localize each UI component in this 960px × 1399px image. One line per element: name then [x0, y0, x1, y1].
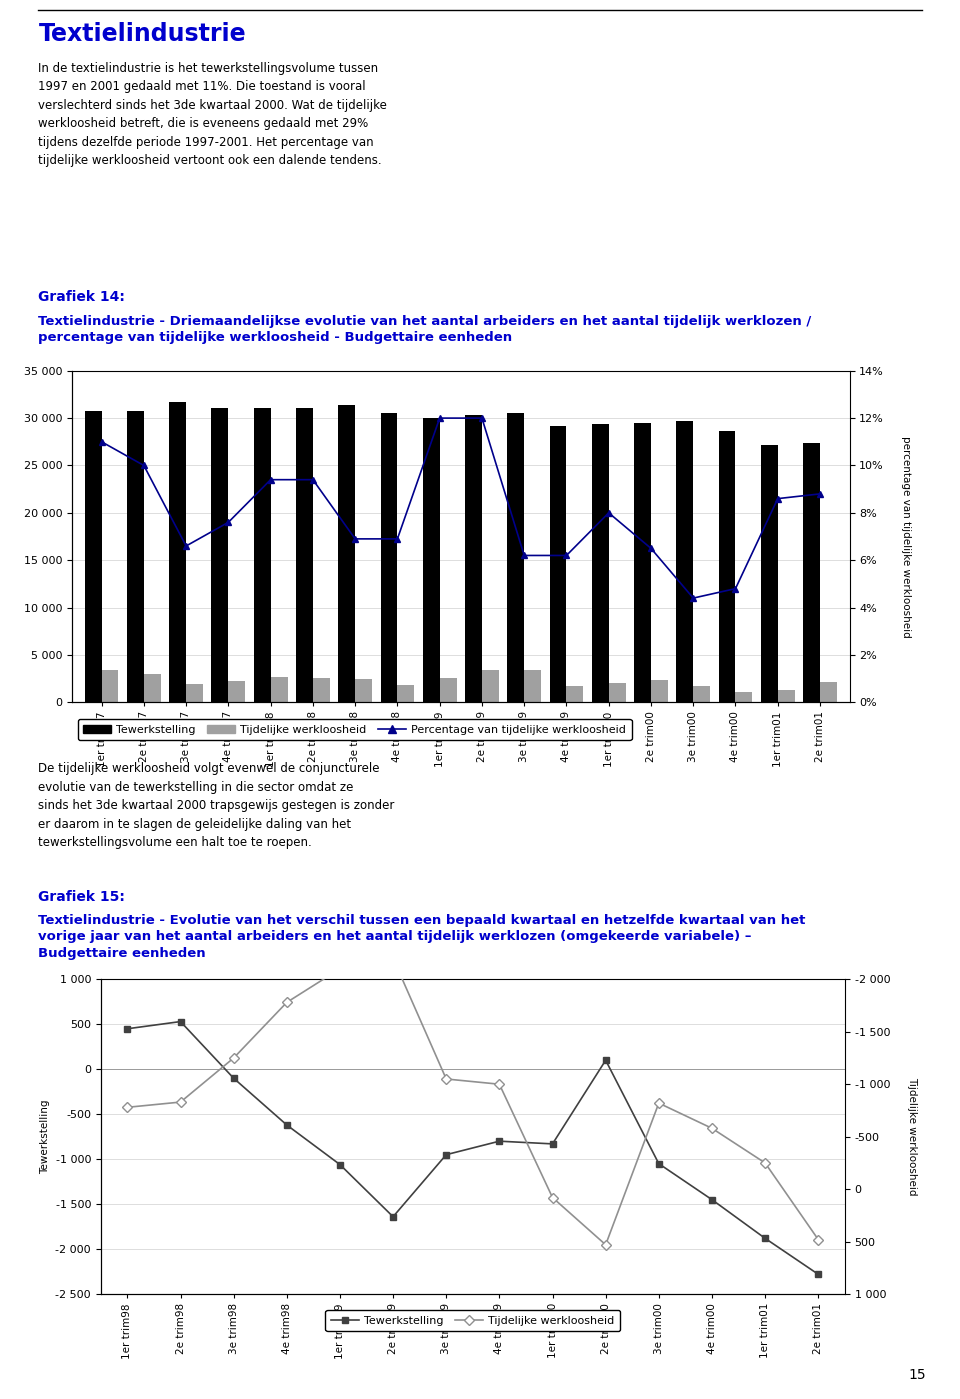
- Tijdelijke werkloosheid: [707, 1119, 718, 1136]
- Tijdelijke werkloosheid: [653, 1094, 664, 1111]
- Tewerkstelling: [707, 1192, 718, 1209]
- Text: In de textielindustrie is het tewerkstellingsvolume tussen
1997 en 2001 gedaald : In de textielindustrie is het tewerkstel…: [38, 62, 387, 166]
- Bar: [228, 681, 245, 702]
- Percentage van tijdelijke werkloosheid: [138, 457, 150, 474]
- Bar: [651, 680, 668, 702]
- Tijdelijke werkloosheid: [493, 1076, 505, 1093]
- Text: Grafiek 15:: Grafiek 15:: [38, 890, 125, 904]
- Percentage van tijdelijke werkloosheid: [476, 410, 488, 427]
- Legend: Tewerkstelling, Tijdelijke werkloosheid, Percentage van tijdelijke werkloosheid: Tewerkstelling, Tijdelijke werkloosheid,…: [78, 719, 632, 740]
- Percentage van tijdelijke werkloosheid: [603, 505, 614, 522]
- Text: Textielindustrie: Textielindustrie: [38, 22, 246, 46]
- Bar: [677, 421, 693, 702]
- Line: Tewerkstelling: Tewerkstelling: [124, 1018, 822, 1277]
- Percentage van tijdelijke werkloosheid: [96, 434, 108, 450]
- Y-axis label: Tijdelijke werkloosheid: Tijdelijke werkloosheid: [907, 1077, 917, 1196]
- Bar: [693, 686, 710, 702]
- Bar: [253, 407, 271, 702]
- Percentage van tijdelijke werkloosheid: [518, 547, 530, 564]
- Legend: Tewerkstelling, Tijdelijke werkloosheid: Tewerkstelling, Tijdelijke werkloosheid: [325, 1309, 620, 1332]
- Bar: [211, 407, 228, 702]
- Bar: [186, 684, 203, 702]
- Bar: [102, 670, 118, 702]
- Tijdelijke werkloosheid: [547, 1189, 559, 1206]
- Percentage van tijdelijke werkloosheid: [645, 540, 657, 557]
- Tijdelijke werkloosheid: [334, 961, 346, 978]
- Bar: [719, 431, 735, 702]
- Percentage van tijdelijke werkloosheid: [349, 530, 361, 547]
- Bar: [127, 410, 144, 702]
- Bar: [465, 416, 482, 702]
- Percentage van tijdelijke werkloosheid: [814, 485, 826, 502]
- Bar: [313, 677, 330, 702]
- Bar: [761, 445, 778, 702]
- Tewerkstelling: [228, 1070, 239, 1087]
- Tijdelijke werkloosheid: [175, 1094, 186, 1111]
- Tijdelijke werkloosheid: [441, 1070, 452, 1087]
- Bar: [804, 442, 820, 702]
- Tewerkstelling: [600, 1052, 612, 1069]
- Bar: [338, 404, 355, 702]
- Percentage van tijdelijke werkloosheid: [307, 471, 319, 488]
- Tewerkstelling: [334, 1156, 346, 1172]
- Percentage van tijdelijke werkloosheid: [561, 547, 572, 564]
- Text: Grafiek 14:: Grafiek 14:: [38, 290, 125, 304]
- Percentage van tijdelijke werkloosheid: [434, 410, 445, 427]
- Text: Textielindustrie - Evolutie van het verschil tussen een bepaald kwartaal en hetz: Textielindustrie - Evolutie van het vers…: [38, 914, 805, 960]
- Tijdelijke werkloosheid: [281, 993, 293, 1010]
- Tewerkstelling: [812, 1266, 824, 1283]
- Tijdelijke werkloosheid: [600, 1237, 612, 1254]
- Bar: [355, 679, 372, 702]
- Tewerkstelling: [547, 1136, 559, 1153]
- Bar: [144, 674, 160, 702]
- Tewerkstelling: [759, 1230, 771, 1247]
- Bar: [422, 418, 440, 702]
- Tijdelijke werkloosheid: [228, 1049, 239, 1066]
- Bar: [778, 690, 795, 702]
- Bar: [84, 410, 102, 702]
- Tijdelijke werkloosheid: [812, 1231, 824, 1248]
- Bar: [634, 422, 651, 702]
- Line: Percentage van tijdelijke werkloosheid: Percentage van tijdelijke werkloosheid: [98, 414, 824, 602]
- Tewerkstelling: [281, 1116, 293, 1133]
- Bar: [609, 683, 626, 702]
- Bar: [591, 424, 609, 702]
- Tijdelijke werkloosheid: [759, 1154, 771, 1171]
- Percentage van tijdelijke werkloosheid: [392, 530, 403, 547]
- Percentage van tijdelijke werkloosheid: [180, 537, 192, 554]
- Tewerkstelling: [441, 1146, 452, 1163]
- Percentage van tijdelijke werkloosheid: [687, 590, 699, 607]
- Text: 15: 15: [909, 1368, 926, 1382]
- Tewerkstelling: [493, 1133, 505, 1150]
- Bar: [482, 670, 499, 702]
- Bar: [440, 677, 457, 702]
- Tewerkstelling: [122, 1020, 133, 1037]
- Tijdelijke werkloosheid: [122, 1100, 133, 1116]
- Bar: [735, 693, 753, 702]
- Bar: [566, 686, 584, 702]
- Bar: [296, 407, 313, 702]
- Line: Tijdelijke werkloosheid: Tijdelijke werkloosheid: [124, 956, 822, 1248]
- Tewerkstelling: [653, 1156, 664, 1172]
- Percentage van tijdelijke werkloosheid: [730, 581, 741, 597]
- Bar: [549, 425, 566, 702]
- Bar: [380, 413, 397, 702]
- Bar: [271, 677, 288, 702]
- Percentage van tijdelijke werkloosheid: [265, 471, 276, 488]
- Bar: [524, 670, 541, 702]
- Bar: [397, 686, 415, 702]
- Bar: [169, 402, 186, 702]
- Tijdelijke werkloosheid: [387, 950, 398, 967]
- Bar: [507, 413, 524, 702]
- Tewerkstelling: [175, 1013, 186, 1030]
- Percentage van tijdelijke werkloosheid: [772, 490, 783, 506]
- Text: De tijdelijke werkloosheid volgt evenwel de conjuncturele
evolutie van de tewerk: De tijdelijke werkloosheid volgt evenwel…: [38, 762, 395, 849]
- Bar: [820, 683, 837, 702]
- Y-axis label: Tewerkstelling: Tewerkstelling: [40, 1100, 50, 1174]
- Tewerkstelling: [387, 1209, 398, 1226]
- Y-axis label: percentage van tijdelijke werkloosheid: percentage van tijdelijke werkloosheid: [900, 435, 911, 638]
- Percentage van tijdelijke werkloosheid: [223, 513, 234, 530]
- Text: Textielindustrie - Driemaandelijkse evolutie van het aantal arbeiders en het aan: Textielindustrie - Driemaandelijkse evol…: [38, 315, 811, 344]
